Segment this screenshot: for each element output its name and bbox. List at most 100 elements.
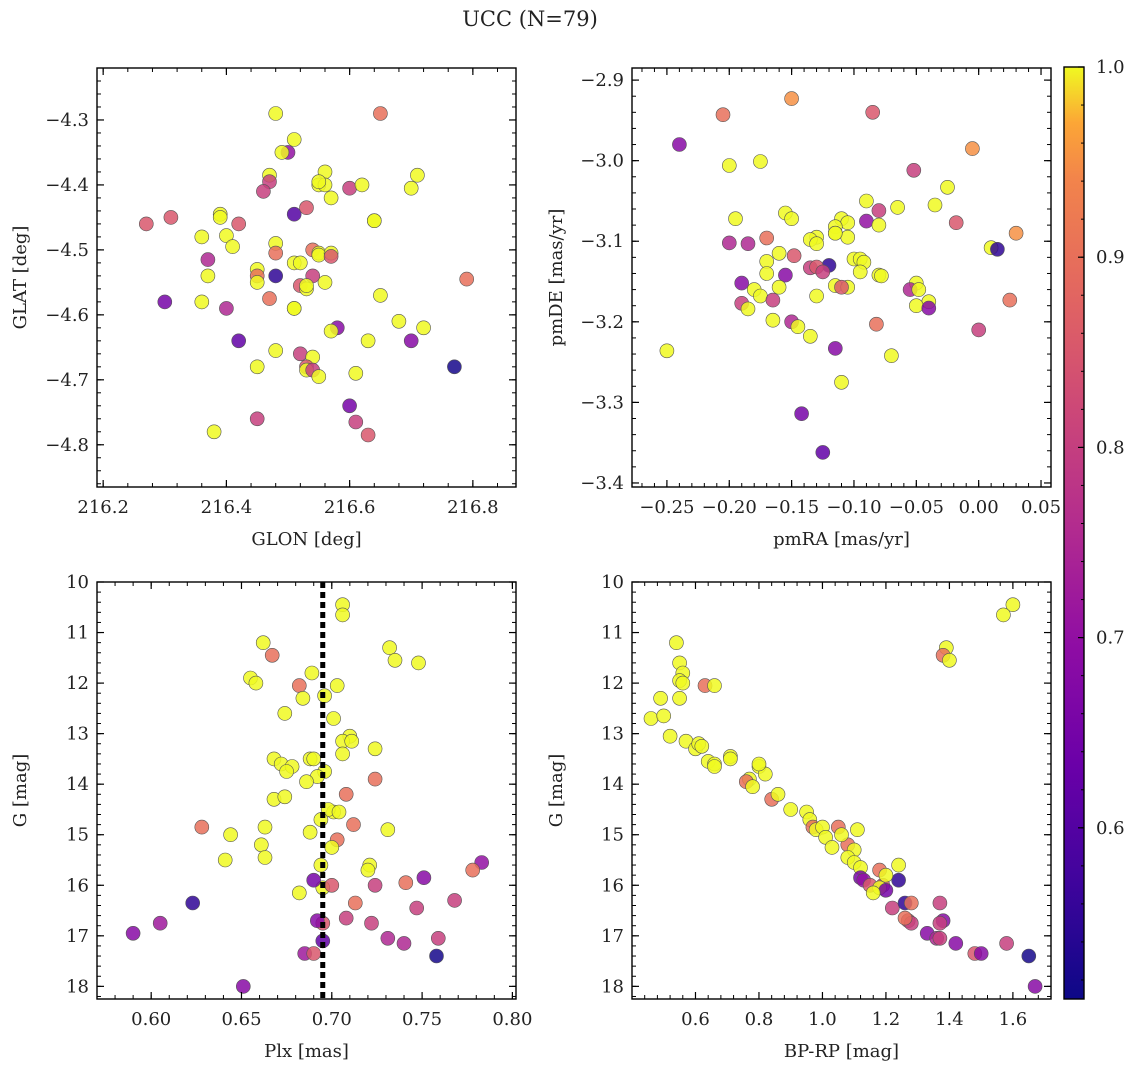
data-point — [346, 817, 361, 832]
data-point — [745, 779, 760, 795]
y-tick-label: −4.3 — [45, 110, 89, 131]
y-tick-label: 16 — [66, 875, 89, 896]
scatter-panel-4: 0.6 0.8 1.0 1.2 1.4 1.6 10 11 12 13 14 15 16 17 18 BP-R… — [546, 572, 1052, 1062]
data-point — [200, 268, 216, 284]
data-point — [874, 268, 889, 284]
x-tick-label: −0.25 — [639, 497, 694, 518]
data-point — [824, 840, 840, 855]
data-point — [329, 678, 345, 693]
y-tick-label: 12 — [66, 673, 89, 694]
y-tick-label: −4.5 — [45, 240, 89, 261]
data-point — [299, 278, 314, 293]
data-point — [827, 341, 843, 356]
data-point — [707, 759, 722, 774]
plot-frame — [96, 581, 517, 1000]
y-tick-label: −3.1 — [580, 231, 624, 252]
data-point — [249, 411, 265, 427]
scatter-panel-3: 0.60 0.65 0.70 0.75 0.80 10 11 12 13 14 15 16 17 18 Pl… — [10, 572, 532, 1062]
data-point — [231, 333, 246, 349]
data-point — [840, 229, 856, 245]
data-point — [411, 655, 426, 671]
data-point — [672, 137, 687, 152]
data-point — [927, 197, 943, 213]
x-axis-label: Plx [mas] — [264, 1041, 349, 1062]
data-point — [331, 804, 347, 820]
data-point — [274, 145, 290, 160]
y-tick-label: 11 — [601, 623, 624, 644]
data-point — [891, 857, 906, 873]
data-point — [125, 925, 141, 941]
data-point — [999, 936, 1014, 951]
data-point — [249, 359, 265, 375]
data-point — [659, 343, 675, 359]
data-point — [380, 930, 396, 946]
data-point — [236, 979, 251, 994]
data-points — [139, 106, 475, 443]
data-point — [827, 225, 843, 241]
data-point — [765, 312, 781, 328]
x-tick-label: 0.8 — [745, 1009, 774, 1030]
data-point — [940, 180, 955, 195]
scatter-panel-1: 216.2 216.4 216.6 216.8 −4.3 −4.4 −4.5 −4.6 −4.7… — [10, 67, 517, 550]
colorbar-tick-label: 0.8 — [1096, 437, 1125, 458]
data-point — [971, 322, 987, 338]
data-point — [948, 215, 964, 230]
data-point — [299, 200, 314, 215]
y-tick-label: −3.4 — [580, 473, 624, 494]
data-point — [1002, 292, 1018, 308]
x-tick-label: 0.80 — [492, 1009, 532, 1030]
y-axis-label: pmDE [mas/yr] — [546, 209, 567, 347]
plot-frame — [631, 581, 1052, 1000]
data-point — [387, 652, 403, 668]
data-point — [1021, 948, 1037, 964]
data-point — [990, 242, 1005, 257]
data-point — [784, 91, 799, 106]
data-point — [416, 870, 432, 886]
data-point — [1008, 225, 1024, 241]
data-point — [932, 930, 948, 946]
data-point — [323, 323, 339, 339]
y-tick-label: 17 — [601, 926, 624, 947]
data-point — [911, 282, 927, 297]
data-point — [707, 678, 722, 693]
data-point — [878, 867, 894, 883]
data-point — [264, 647, 280, 663]
data-points — [659, 91, 1024, 460]
data-point — [815, 445, 831, 460]
y-tick-label: 15 — [601, 825, 624, 846]
data-point — [306, 946, 322, 961]
data-point — [311, 369, 327, 384]
colorbar-tick-label: 0.9 — [1096, 247, 1125, 268]
data-point — [335, 746, 350, 762]
data-point — [765, 292, 781, 308]
data-point — [871, 203, 887, 218]
data-point — [262, 291, 277, 306]
data-point — [139, 216, 154, 232]
data-point — [694, 738, 710, 754]
y-axis-label: G [mag] — [546, 754, 567, 827]
data-point — [656, 708, 672, 724]
data-point — [152, 915, 168, 931]
data-point — [784, 211, 799, 226]
data-point — [348, 365, 364, 381]
scatter-panels: 216.2 216.4 216.6 216.8 −4.3 −4.4 −4.5 −4.6 −4.7… — [10, 67, 1061, 1062]
data-point — [903, 895, 919, 911]
x-tick-label: −0.15 — [764, 497, 819, 518]
data-point — [344, 733, 360, 749]
data-point — [200, 252, 216, 267]
x-tick-label: −0.05 — [889, 497, 944, 518]
data-point — [286, 301, 302, 316]
data-point — [771, 246, 787, 261]
data-point — [225, 239, 240, 254]
data-point — [286, 206, 302, 222]
x-tick-label: 0.05 — [1021, 497, 1061, 518]
data-point — [311, 247, 327, 263]
x-tick-label: 1.0 — [808, 1009, 837, 1030]
data-point — [347, 895, 363, 911]
data-point — [299, 774, 314, 790]
figure-title: UCC (N=79) — [462, 7, 598, 31]
y-tick-label: 11 — [66, 623, 89, 644]
x-tick-label: 0.60 — [131, 1009, 171, 1030]
data-point — [728, 211, 743, 226]
data-point — [447, 893, 462, 908]
